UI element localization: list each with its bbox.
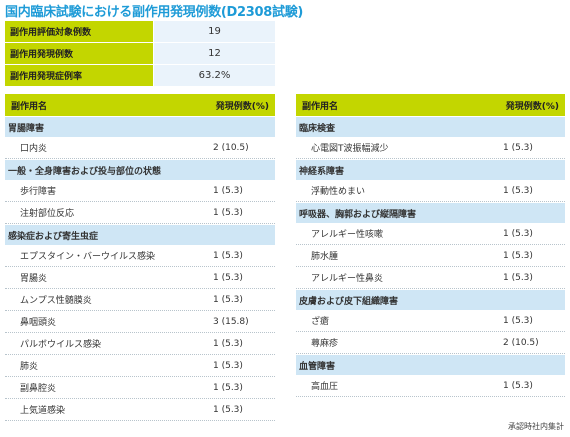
reaction-count: 1 (5.3) (503, 380, 533, 391)
adverse-reactions-table-right: 副作用名 発現例数(%) 臨床検査 心電図T波振幅減少 1 (5.3) 神経系障害 浮動… (296, 94, 565, 397)
reaction-name: 高血圧 (311, 382, 339, 392)
reaction-name: アレルギー性咳嗽 (311, 230, 384, 240)
table-row: パルボウイルス感染 1 (5.3) (5, 333, 275, 355)
reaction-name: 上気道感染 (20, 406, 66, 416)
table-body: 臨床検査心電図T波振幅減少 1 (5.3) 神経系障害浮動性めまい 1 (5.3) 呼吸… (296, 116, 565, 397)
summary-row: 副作用評価対象例数 19 (5, 21, 275, 42)
reaction-count: 2 (10.5) (503, 337, 539, 348)
reaction-count: 1 (5.3) (503, 228, 533, 239)
table-body: 胃腸障害口内炎 2 (10.5) 一般・全身障害および投与部位の状態歩行障害 1 (5… (5, 116, 275, 421)
reaction-name: 肺炎 (20, 362, 39, 372)
summary-row: 副作用発現症例率 63.2% (5, 65, 275, 86)
table-row: 副鼻腔炎 1 (5.3) (5, 377, 275, 399)
category-row: 臨床検査 (296, 116, 565, 137)
reaction-name: 注射部位反応 (20, 209, 75, 219)
reaction-count: 1 (5.3) (213, 185, 243, 196)
table-row: 歩行障害 1 (5.3) (5, 180, 275, 202)
table-row: ざ瘡 1 (5.3) (296, 310, 565, 332)
table-row: 高血圧 1 (5.3) (296, 375, 565, 397)
category-row: 一般・全身障害および投与部位の状態 (5, 159, 275, 180)
reaction-count: 1 (5.3) (213, 360, 243, 371)
reaction-name: 蕁麻疹 (311, 339, 339, 349)
reaction-count: 1 (5.3) (503, 272, 533, 283)
reaction-count: 1 (5.3) (213, 404, 243, 415)
reaction-name: アレルギー性鼻炎 (311, 274, 384, 284)
summary-table: 副作用評価対象例数 19 副作用発現例数 12 副作用発現症例率 63.2% (5, 21, 275, 87)
reaction-name: 口内炎 (20, 144, 48, 154)
reaction-count: 1 (5.3) (503, 250, 533, 261)
summary-label: 副作用発現例数 (5, 43, 153, 64)
category-row: 神経系障害 (296, 159, 565, 180)
reaction-name: 歩行障害 (20, 187, 57, 197)
table-row: 注射部位反応 1 (5.3) (5, 202, 275, 224)
reaction-name: 鼻咽頭炎 (20, 318, 57, 328)
reaction-count: 1 (5.3) (213, 382, 243, 393)
reaction-name: ざ瘡 (311, 317, 330, 327)
page-title: 国内臨床試験における副作用発現例数(D2308試験) (5, 5, 304, 20)
summary-value: 63.2% (154, 65, 275, 86)
table-row: アレルギー性咳嗽 1 (5.3) (296, 223, 565, 245)
reaction-name: 肺水腫 (311, 252, 339, 262)
adverse-reactions-table-left: 副作用名 発現例数(%) 胃腸障害口内炎 2 (10.5) 一般・全身障害および投与… (5, 94, 275, 421)
category-row: 感染症および寄生虫症 (5, 224, 275, 245)
reaction-count: 1 (5.3) (213, 294, 243, 305)
reaction-name: 副鼻腔炎 (20, 384, 57, 394)
table-row: ムンプス性髄膜炎 1 (5.3) (5, 289, 275, 311)
category-row: 皮膚および皮下組織障害 (296, 289, 565, 310)
summary-value: 12 (154, 43, 275, 64)
source-note: 承認時社内集計 (508, 422, 564, 431)
table-row: エプスタイン・バーウイルス感染 1 (5.3) (5, 245, 275, 267)
reaction-count: 1 (5.3) (213, 338, 243, 349)
category-row: 呼吸器、胸郭および縦隔障害 (296, 202, 565, 223)
table-row: 胃腸炎 1 (5.3) (5, 267, 275, 289)
reaction-name: 胃腸炎 (20, 274, 48, 284)
reaction-name: ムンプス性髄膜炎 (20, 296, 92, 306)
reaction-count: 1 (5.3) (213, 272, 243, 283)
reaction-name: パルボウイルス感染 (20, 340, 102, 350)
reaction-count: 1 (5.3) (213, 207, 243, 218)
reaction-name: エプスタイン・バーウイルス感染 (20, 252, 156, 262)
table-row: 蕁麻疹 2 (10.5) (296, 332, 565, 354)
reaction-name: 心電図T波振幅減少 (311, 144, 389, 154)
table-row: 浮動性めまい 1 (5.3) (296, 180, 565, 202)
header-count: 発現例数(%) (505, 101, 559, 112)
header-count: 発現例数(%) (215, 101, 269, 112)
category-row: 胃腸障害 (5, 116, 275, 137)
reaction-count: 3 (15.8) (213, 316, 249, 327)
table-header: 副作用名 発現例数(%) (5, 94, 275, 116)
reaction-count: 1 (5.3) (213, 250, 243, 261)
table-row: 心電図T波振幅減少 1 (5.3) (296, 137, 565, 159)
table-row: アレルギー性鼻炎 1 (5.3) (296, 267, 565, 289)
table-row: 肺水腫 1 (5.3) (296, 245, 565, 267)
reaction-count: 1 (5.3) (503, 142, 533, 153)
header-name: 副作用名 (302, 101, 339, 112)
summary-value: 19 (154, 21, 275, 42)
summary-label: 副作用評価対象例数 (5, 21, 153, 42)
reaction-count: 1 (5.3) (503, 185, 533, 196)
summary-row: 副作用発現例数 12 (5, 43, 275, 64)
table-header: 副作用名 発現例数(%) (296, 94, 565, 116)
table-row: 鼻咽頭炎 3 (15.8) (5, 311, 275, 333)
table-row: 口内炎 2 (10.5) (5, 137, 275, 159)
table-row: 上気道感染 1 (5.3) (5, 399, 275, 421)
reaction-name: 浮動性めまい (311, 187, 366, 197)
reaction-count: 1 (5.3) (503, 315, 533, 326)
header-name: 副作用名 (11, 101, 48, 112)
category-row: 血管障害 (296, 354, 565, 375)
table-row: 肺炎 1 (5.3) (5, 355, 275, 377)
reaction-count: 2 (10.5) (213, 142, 249, 153)
summary-label: 副作用発現症例率 (5, 65, 153, 86)
